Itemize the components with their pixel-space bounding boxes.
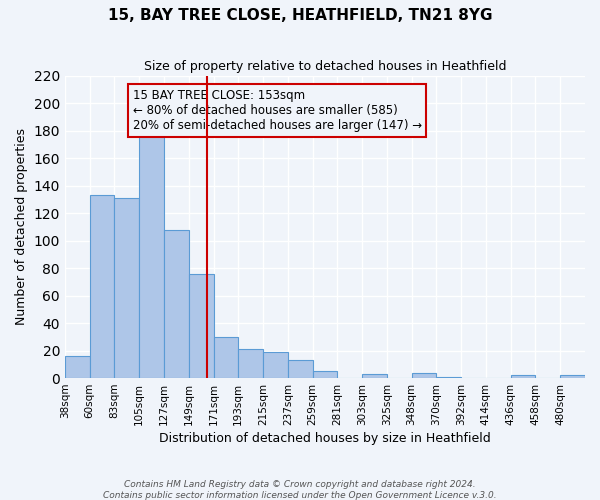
Bar [288, 360, 313, 378]
Bar [560, 376, 585, 378]
Y-axis label: Number of detached properties: Number of detached properties [15, 128, 28, 326]
Bar [436, 376, 461, 378]
Bar [115, 198, 139, 378]
Bar [89, 195, 115, 378]
Bar [189, 274, 214, 378]
X-axis label: Distribution of detached houses by size in Heathfield: Distribution of detached houses by size … [159, 432, 491, 445]
Bar [139, 125, 164, 378]
Text: 15 BAY TREE CLOSE: 153sqm
← 80% of detached houses are smaller (585)
20% of semi: 15 BAY TREE CLOSE: 153sqm ← 80% of detac… [133, 89, 422, 132]
Bar [263, 352, 288, 378]
Bar [214, 337, 238, 378]
Bar [164, 230, 189, 378]
Bar [238, 349, 263, 378]
Bar [412, 372, 436, 378]
Title: Size of property relative to detached houses in Heathfield: Size of property relative to detached ho… [144, 60, 506, 73]
Bar [313, 371, 337, 378]
Bar [511, 376, 535, 378]
Text: Contains HM Land Registry data © Crown copyright and database right 2024.
Contai: Contains HM Land Registry data © Crown c… [103, 480, 497, 500]
Text: 15, BAY TREE CLOSE, HEATHFIELD, TN21 8YG: 15, BAY TREE CLOSE, HEATHFIELD, TN21 8YG [108, 8, 492, 22]
Bar [65, 356, 89, 378]
Bar [362, 374, 387, 378]
